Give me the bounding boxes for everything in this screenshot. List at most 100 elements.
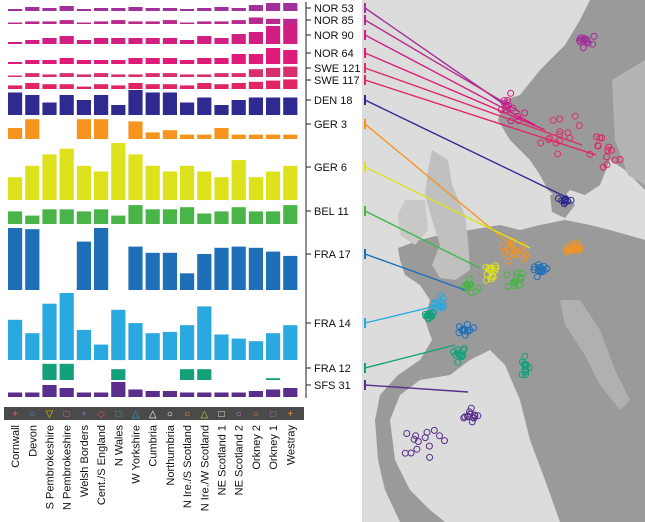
bar-ger-6-s-pembrokeshire: [42, 154, 57, 200]
bar-nor-90-westray: [283, 24, 298, 44]
bar-sfs-31-ne-scotland-1: [214, 392, 229, 397]
map-marker: [575, 122, 583, 129]
bar-swe-117-n-ire-s-scotland: [180, 85, 195, 89]
bar-nor-85-westray: [283, 18, 298, 24]
bar-bel-11-orkney-2: [248, 211, 263, 224]
bar-nor-53-orkney-1: [266, 3, 281, 11]
category-symbol: ○: [29, 409, 35, 420]
bar-nor-85-n-pembrokeshire: [59, 20, 74, 24]
category-label-orkney-1: Orkney 1: [268, 425, 280, 470]
bar-ger-6-orkney-1: [266, 171, 281, 200]
bar-fra-17-orkney-1: [266, 251, 281, 290]
category-label-n-ire-w-scotland: N Ire./W Scotland: [199, 425, 211, 511]
category-label-n-wales: N Wales: [113, 425, 125, 467]
bar-den-18-n-pembrokeshire: [59, 95, 74, 115]
bar-nor-53-devon: [25, 7, 40, 11]
bar-swe-117-orkney-2: [248, 81, 263, 89]
bar-swe-117-n-wales: [111, 85, 126, 89]
bar-swe-117-northumbria: [162, 84, 177, 89]
bar-ger-6-orkney-2: [248, 177, 263, 200]
map-marker: [537, 263, 545, 271]
map-marker: [545, 136, 552, 144]
europe-map: [362, 0, 645, 522]
series-fra-12: [42, 363, 281, 380]
map-marker: [464, 328, 472, 336]
bar-fra-17-ne-scotland-2: [231, 246, 246, 290]
bar-fra-12-n-wales: [111, 369, 126, 380]
map-marker: [555, 131, 563, 139]
bar-swe-117-cent-s-england: [94, 84, 109, 89]
bar-swe-117-ne-scotland-1: [214, 84, 229, 89]
map-marker: [505, 102, 512, 109]
bar-nor-90-n-ire-s-scotland: [180, 40, 195, 44]
category-symbol: △: [132, 409, 140, 420]
leader-line-nor-64: [364, 52, 546, 131]
bar-nor-64-w-yorkshire: [128, 58, 143, 64]
bar-ger-3-n-ire-s-scotland: [180, 134, 195, 139]
bar-den-18-ne-scotland-2: [231, 100, 246, 115]
bar-swe-121-cumbria: [145, 73, 160, 77]
map-marker: [579, 44, 587, 52]
map-marker: [519, 241, 527, 249]
bar-fra-17-n-ire-w-scotland: [197, 254, 212, 290]
bar-nor-90-orkney-2: [248, 32, 263, 44]
series-nor-64: [8, 48, 298, 64]
bar-nor-90-w-yorkshire: [128, 38, 143, 44]
bar-nor-64-orkney-1: [266, 48, 281, 64]
bar-ger-6-westray: [283, 165, 298, 200]
category-label-devon: Devon: [27, 425, 39, 457]
map-marker: [489, 273, 497, 281]
bar-nor-90-s-pembrokeshire: [42, 38, 57, 44]
bar-swe-121-orkney-1: [266, 67, 281, 77]
bar-nor-53-ne-scotland-1: [214, 7, 229, 11]
bar-swe-117-cornwall: [8, 85, 23, 89]
bar-ger-3-cent-s-england: [94, 119, 109, 139]
leader-line-sfs-31: [364, 384, 469, 393]
bar-ger-3-devon: [25, 119, 40, 139]
map-marker: [471, 412, 479, 420]
map-marker: [616, 156, 624, 163]
bar-nor-90-devon: [25, 40, 40, 44]
bar-nor-90-n-pembrokeshire: [59, 36, 74, 44]
bar-ger-3-ne-scotland-2: [231, 134, 246, 139]
legend-label-nor-85: NOR 85: [314, 15, 354, 27]
map-marker: [556, 128, 564, 136]
bar-fra-17-cent-s-england: [94, 228, 109, 290]
bar-nor-53-cornwall: [8, 9, 23, 11]
bar-fra-17-northumbria: [162, 252, 177, 290]
bar-bel-11-welsh-borders: [76, 211, 91, 224]
map-marker: [556, 115, 564, 123]
map-marker: [575, 242, 583, 250]
bar-ger-6-n-wales: [111, 143, 126, 200]
map-marker: [564, 129, 572, 137]
bar-nor-85-w-yorkshire: [128, 21, 143, 24]
bar-bel-11-orkney-1: [266, 211, 281, 224]
map-marker: [574, 247, 582, 255]
bar-nor-53-northumbria: [162, 8, 177, 11]
map-marker: [466, 410, 474, 418]
map-marker: [510, 277, 518, 285]
map-marker: [507, 240, 515, 248]
bar-nor-90-n-ire-w-scotland: [197, 36, 212, 44]
category-symbol: +: [81, 409, 87, 420]
map-marker: [407, 449, 415, 457]
legend-label-nor-53: NOR 53: [314, 3, 354, 15]
bar-swe-121-welsh-borders: [76, 74, 91, 77]
bar-fra-12-s-pembrokeshire: [42, 363, 57, 380]
bar-fra-17-n-ire-s-scotland: [180, 273, 195, 290]
bar-fra-17-welsh-borders: [76, 241, 91, 290]
bar-fra-12-n-ire-w-scotland: [197, 369, 212, 380]
bar-bel-11-ne-scotland-1: [214, 211, 229, 224]
map-marker: [501, 249, 509, 257]
map-marker: [604, 146, 612, 154]
map-marker: [506, 248, 514, 256]
legend-label-fra-17: FRA 17: [314, 249, 351, 261]
bar-ger-6-n-ire-w-scotland: [197, 171, 212, 200]
map-marker: [441, 437, 448, 445]
bar-fra-17-devon: [25, 229, 40, 290]
bar-sfs-31-n-ire-w-scotland: [197, 392, 212, 397]
map-marker: [593, 133, 601, 141]
category-symbol: ○: [253, 409, 259, 420]
map-marker: [509, 279, 517, 287]
